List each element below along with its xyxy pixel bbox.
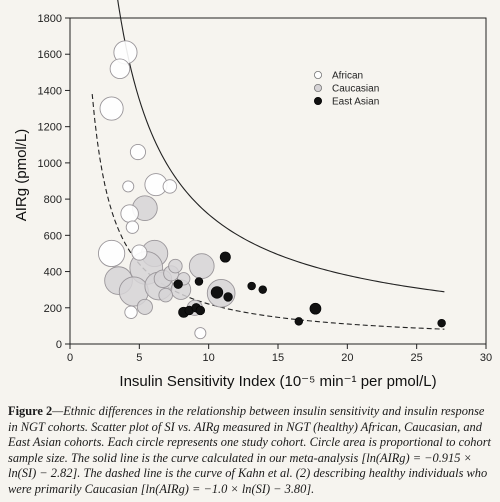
data-point	[125, 220, 140, 234]
y-tick-label: 1400	[38, 85, 62, 97]
data-point	[258, 285, 267, 294]
legend-marker	[313, 71, 322, 80]
x-axis-title: Insulin Sensitivity Index (10⁻⁵ min⁻¹ pe…	[119, 373, 436, 390]
caption-text: —Ethnic differences in the relationship …	[8, 404, 491, 496]
y-axis-title: AIRg (pmol/L)	[13, 129, 30, 222]
data-point	[97, 239, 126, 268]
data-point	[247, 281, 256, 291]
data-point	[120, 204, 139, 223]
data-point	[122, 180, 135, 193]
x-tick-label: 10	[203, 352, 215, 364]
x-tick-label: 25	[411, 352, 423, 364]
x-tick-label: 15	[272, 352, 284, 364]
y-tick-label: 0	[56, 339, 62, 351]
data-point	[109, 58, 131, 79]
data-point	[437, 318, 446, 328]
x-tick-label: 5	[136, 352, 142, 364]
data-point	[294, 317, 304, 326]
data-point	[129, 143, 146, 161]
data-point	[173, 279, 183, 289]
data-point	[194, 327, 207, 340]
data-point	[188, 253, 215, 279]
data-point	[124, 305, 138, 319]
y-tick-label: 1000	[38, 158, 62, 170]
data-point	[195, 305, 206, 316]
y-tick-label: 1600	[38, 49, 62, 61]
legend-marker	[313, 84, 322, 93]
data-point	[309, 302, 322, 315]
y-tick-label: 400	[44, 267, 62, 279]
legend-label: East Asian	[332, 97, 379, 108]
data-point	[210, 286, 224, 299]
x-tick-label: 30	[480, 352, 492, 364]
y-tick-label: 800	[44, 194, 62, 206]
data-point	[194, 277, 204, 286]
data-point	[131, 244, 148, 261]
x-tick-label: 20	[341, 352, 353, 364]
legend-marker	[313, 97, 322, 106]
solid-curve	[117, 0, 445, 293]
data-point	[219, 251, 231, 263]
data-point	[99, 96, 124, 121]
legend: African Caucasian East Asian	[313, 71, 379, 108]
data-points	[97, 40, 446, 340]
data-point	[223, 292, 233, 302]
y-tick-label: 200	[44, 303, 62, 315]
y-tick-label: 1800	[38, 13, 62, 25]
legend-label: Caucasian	[332, 84, 379, 95]
caption-label: Figure 2	[8, 404, 53, 418]
y-tick-label: 600	[44, 230, 62, 242]
x-tick-label: 0	[67, 352, 73, 364]
scatter-chart: 0 5 10 15 20 25 30 0 200 400 600 800 1000 1200 1400 160…	[13, 0, 493, 390]
data-point	[168, 258, 183, 274]
axes: 0 5 10 15 20 25 30 0 200 400 600 800 1000 1200 1400 160…	[38, 13, 493, 364]
data-point	[158, 287, 173, 303]
data-point	[136, 298, 153, 315]
y-tick-label: 1200	[38, 122, 62, 134]
legend-label: African	[332, 71, 363, 82]
figure-caption: Figure 2—Ethnic differences in the relat…	[8, 404, 496, 498]
data-point	[162, 179, 178, 194]
